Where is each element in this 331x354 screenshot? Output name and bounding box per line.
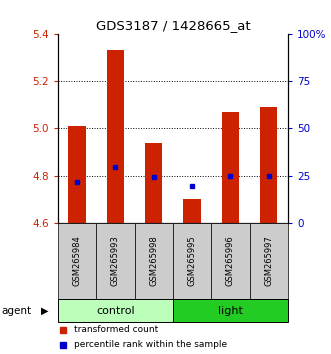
Text: GSM265998: GSM265998: [149, 236, 158, 286]
Bar: [58, 223, 96, 299]
Text: agent: agent: [2, 306, 32, 316]
Text: ▶: ▶: [41, 306, 48, 316]
Bar: [69, 126, 86, 223]
Bar: [183, 199, 201, 223]
Bar: [107, 50, 124, 223]
Text: GSM265996: GSM265996: [226, 236, 235, 286]
Text: GSM265984: GSM265984: [72, 236, 82, 286]
Bar: [145, 143, 163, 223]
Text: GSM265997: GSM265997: [264, 236, 273, 286]
Bar: [135, 223, 173, 299]
Bar: [211, 223, 250, 299]
Bar: [260, 107, 277, 223]
Text: percentile rank within the sample: percentile rank within the sample: [74, 340, 227, 349]
Bar: [222, 112, 239, 223]
Bar: [96, 223, 135, 299]
Text: light: light: [218, 306, 243, 316]
Text: GSM265995: GSM265995: [188, 236, 197, 286]
Bar: [250, 223, 288, 299]
Bar: [173, 299, 288, 322]
Text: GSM265993: GSM265993: [111, 236, 120, 286]
Bar: [58, 299, 173, 322]
Text: transformed count: transformed count: [74, 325, 158, 334]
Text: control: control: [96, 306, 135, 316]
Title: GDS3187 / 1428665_at: GDS3187 / 1428665_at: [96, 19, 250, 33]
Bar: [173, 223, 211, 299]
